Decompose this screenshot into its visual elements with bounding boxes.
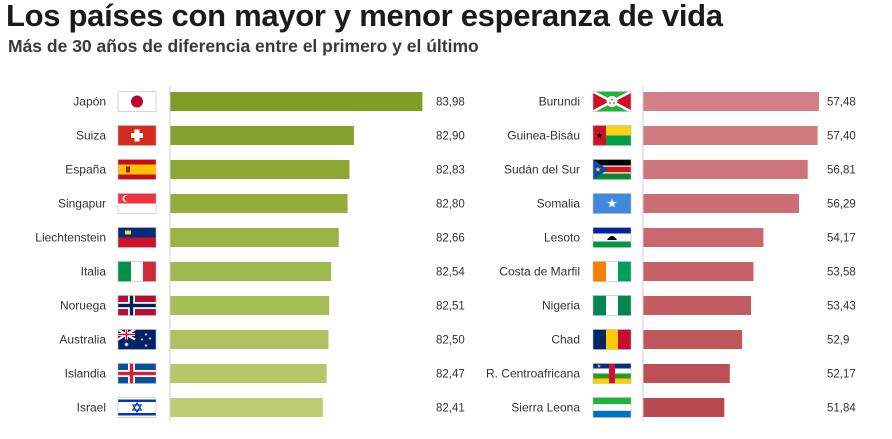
value-label: 53,43	[827, 301, 856, 313]
bar	[170, 262, 332, 281]
category-label: Japón	[73, 95, 106, 109]
value-label: 82,80	[436, 199, 465, 211]
category-label: Suiza	[76, 129, 106, 143]
category-label: Costa de Marfil	[499, 265, 580, 279]
value-label: 54,17	[827, 233, 856, 245]
iceland-flag-icon	[117, 363, 157, 384]
bar	[170, 228, 339, 247]
sierra-leone-flag-icon	[592, 397, 632, 418]
category-label: Sierra Leona	[511, 401, 580, 415]
category-label: Lesoto	[544, 231, 580, 245]
value-label: 82,66	[436, 233, 465, 245]
ivory-coast-flag-icon	[592, 261, 632, 282]
singapore-flag-icon	[117, 193, 157, 214]
bar	[643, 194, 799, 213]
category-label: Guinea-Bisáu	[507, 129, 580, 143]
bar	[643, 228, 764, 247]
chart-title: Los países con mayor y menor esperanza d…	[6, 0, 723, 33]
value-label: 51,84	[827, 403, 856, 415]
australia-flag-icon	[117, 328, 157, 350]
bar	[643, 364, 730, 383]
value-label: 83,98	[436, 97, 465, 109]
bar	[643, 330, 743, 349]
bar	[643, 262, 754, 281]
chart-subtitle: Más de 30 años de diferencia entre el pr…	[8, 36, 479, 56]
value-label: 56,29	[827, 199, 856, 211]
value-label: 82,83	[436, 165, 465, 177]
category-label: Sudán del Sur	[504, 163, 580, 177]
value-label: 82,51	[436, 301, 465, 313]
italy-flag-icon	[117, 261, 157, 282]
switzerland-flag-icon	[117, 125, 157, 146]
category-label: Liechtenstein	[35, 231, 106, 245]
bar	[170, 296, 330, 315]
value-label: 82,50	[436, 335, 465, 347]
category-label: R. Centroafricana	[486, 367, 580, 381]
bar	[170, 160, 350, 179]
value-label: 52,17	[827, 369, 856, 381]
category-label: Australia	[59, 333, 106, 347]
category-label: Noruega	[60, 299, 106, 313]
bar	[170, 194, 348, 213]
value-label: 56,81	[827, 165, 856, 177]
bar	[170, 330, 329, 349]
value-label: 52,9	[827, 335, 849, 347]
bar	[643, 296, 751, 315]
category-label: Burundi	[539, 95, 580, 109]
value-label: 57,40	[827, 131, 856, 143]
bar	[170, 92, 423, 111]
value-label: 57,48	[827, 97, 856, 109]
guinea-bissau-flag-icon	[592, 125, 632, 146]
israel-flag-icon	[117, 397, 157, 418]
norway-flag-icon	[117, 295, 157, 316]
bar	[643, 398, 725, 417]
category-label: España	[65, 163, 106, 177]
south-sudan-flag-icon	[592, 159, 632, 180]
category-label: Nigeria	[542, 299, 580, 313]
bar	[170, 398, 323, 417]
bar	[170, 126, 354, 145]
burundi-flag-icon	[592, 90, 632, 113]
chad-flag-icon	[592, 329, 632, 350]
somalia-flag-icon	[592, 193, 632, 214]
category-label: Islandia	[65, 367, 107, 381]
bar	[170, 364, 327, 383]
bar	[643, 160, 808, 179]
value-label: 82,41	[436, 403, 465, 415]
bar	[643, 126, 818, 145]
nigeria-flag-icon	[592, 295, 632, 316]
category-label: Singapur	[58, 197, 106, 211]
spain-flag-icon	[117, 159, 157, 180]
value-label: 53,58	[827, 267, 856, 279]
japan-flag-icon	[117, 91, 157, 112]
category-label: Israel	[77, 401, 106, 415]
category-label: Chad	[551, 333, 580, 347]
value-label: 82,47	[436, 369, 465, 381]
lesotho-flag-icon	[592, 227, 632, 248]
value-label: 82,54	[436, 267, 465, 279]
central-african-republic-flag-icon	[592, 363, 632, 384]
liechtenstein-flag-icon	[117, 227, 157, 248]
category-label: Italia	[81, 265, 107, 279]
bar	[643, 92, 819, 111]
value-label: 82,90	[436, 131, 465, 143]
category-label: Somalia	[537, 197, 581, 211]
